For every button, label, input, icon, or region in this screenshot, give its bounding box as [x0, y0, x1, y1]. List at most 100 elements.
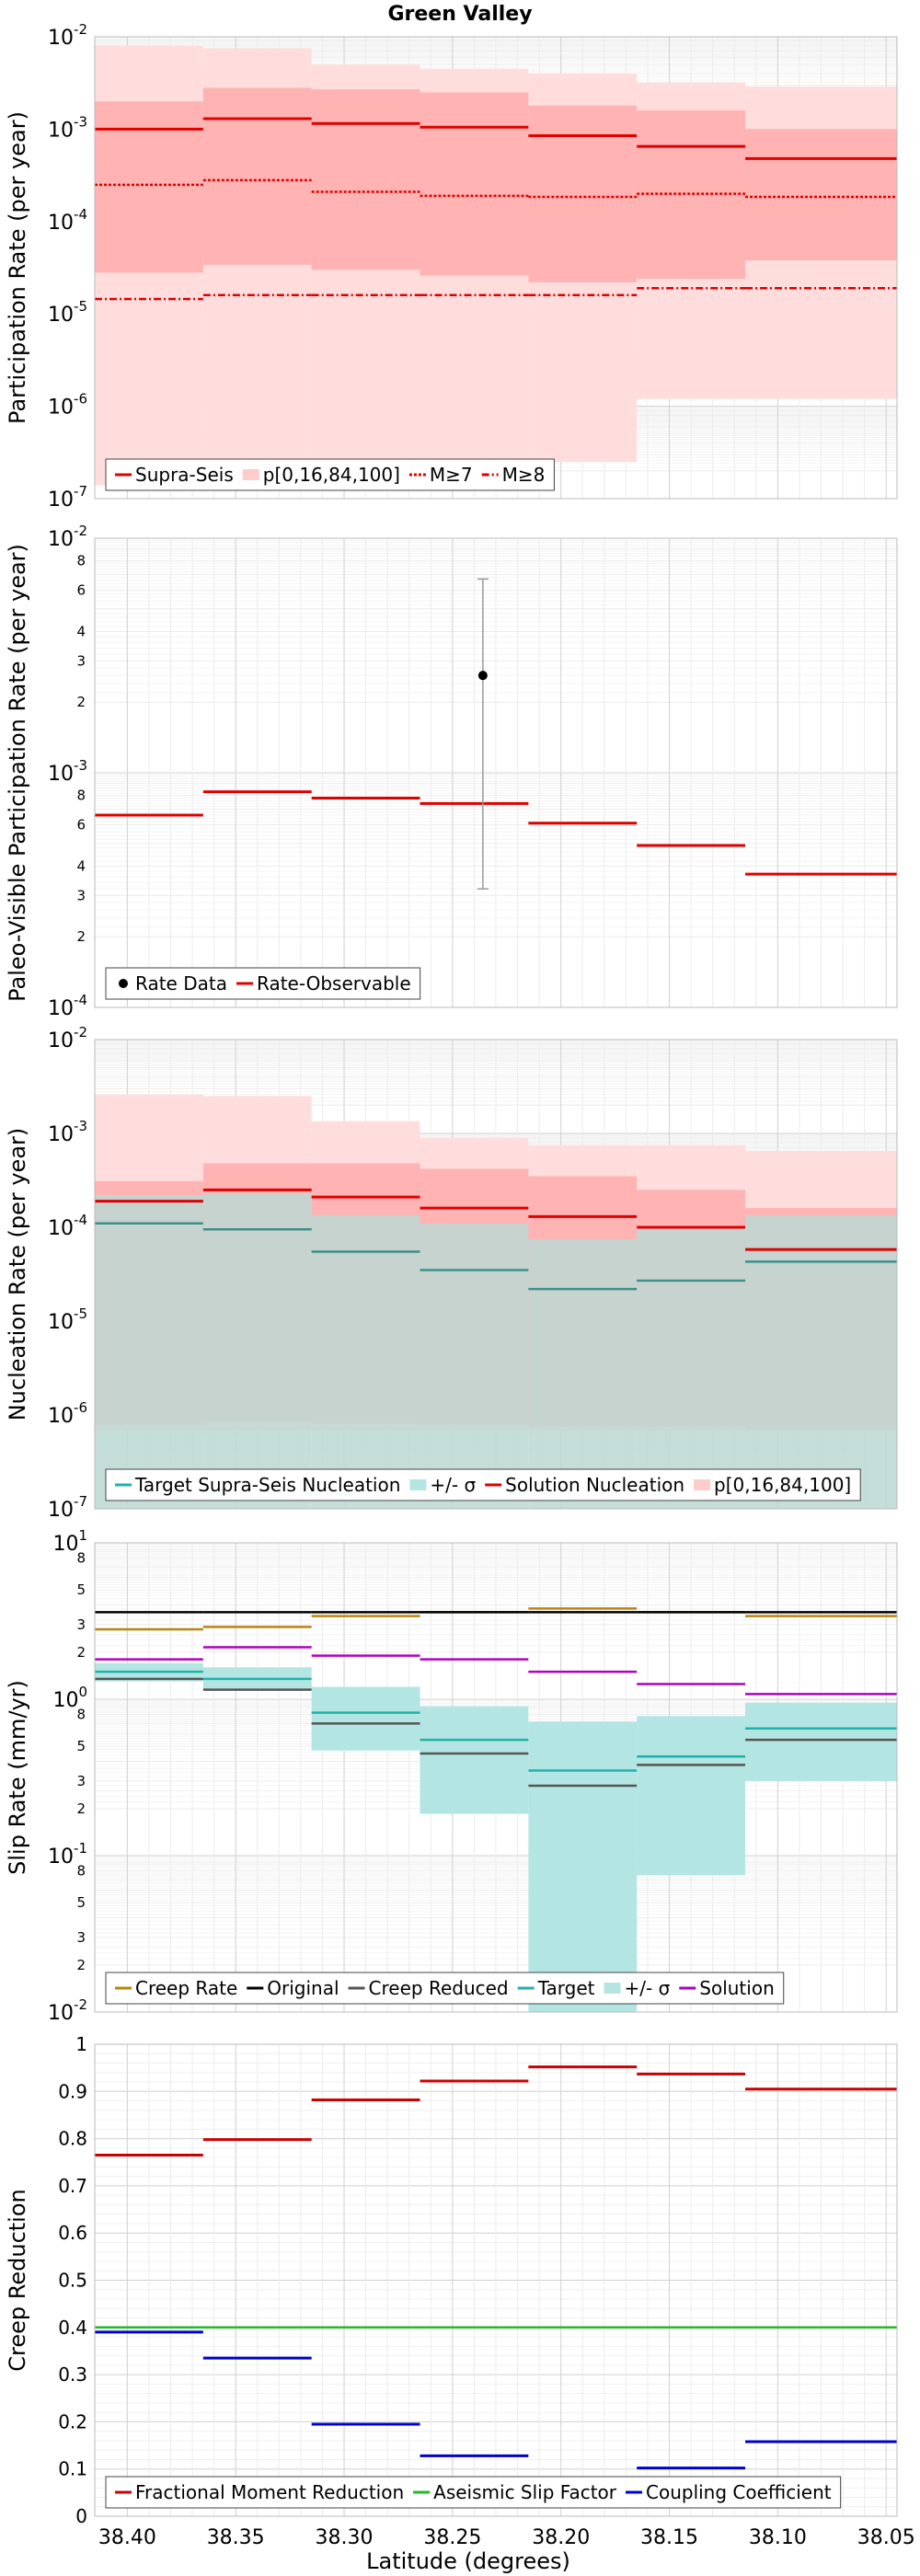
y-tick-label: 10-3: [48, 113, 87, 142]
legend-item: Rate-Observable: [236, 972, 411, 995]
legend-item: Creep Reduced: [348, 1977, 509, 1999]
legend-label: Creep Reduced: [369, 1977, 509, 1999]
series-m-7: [95, 178, 897, 199]
plot-frame: [94, 1039, 898, 1510]
series-rate-observable: [95, 790, 897, 876]
y-axis-label: Creep Reduction: [5, 2189, 30, 2371]
legend: Supra-Seis p[0,16,84,100] M≥7 M≥8: [105, 458, 555, 491]
legend-item: p[0,16,84,100]: [242, 464, 400, 486]
band-1-bin-1: [202, 87, 312, 265]
y-minor-tick-label: 5: [76, 1738, 86, 1754]
band-2-bin-5: [637, 1227, 746, 1509]
legend-swatch: [694, 1479, 711, 1490]
y-tick-label: 10-3: [48, 1118, 87, 1146]
band-1-bin-2: [311, 89, 420, 270]
y-minor-tick-label: 5: [76, 1894, 86, 1911]
y-tick-label: 10-5: [48, 298, 87, 327]
band-0-bin-6: [745, 1702, 897, 1781]
legend-label: Coupling Coefficient: [646, 2481, 832, 2503]
y-tick-label: 10-4: [48, 992, 87, 1020]
legend: Rate Data Rate-Observable: [105, 967, 421, 1000]
x-axis-ticks: 38.40 38.35 38.30 38.25 38.20 38.15 38.10 38.05: [98, 2526, 915, 2549]
y-minor-tick-label: 6: [76, 817, 86, 834]
y-minor-tick-label: 2: [76, 1644, 86, 1661]
band-1-bin-3: [420, 92, 529, 276]
y-tick-label: 0.2: [58, 2410, 87, 2432]
series-supra-seis: [95, 117, 897, 160]
y-minor-tick-label: 4: [76, 857, 86, 874]
legend-label: +/- σ: [430, 1474, 476, 1496]
legend-box: [105, 1972, 785, 2005]
legend: Creep Rate Original Creep Reduced Target +/-…: [105, 1972, 785, 2005]
panel-paleo: 10-4 10-3 10-2 2 3 4 6 8 2 3 4 6 8 Paleo-Visible Part…: [5, 523, 898, 1020]
band-0-bin-5: [637, 1716, 746, 1876]
y-tick-label: 10-1: [48, 1840, 87, 1869]
series-target: [95, 1670, 897, 1772]
legend-item: Supra-Seis: [115, 464, 234, 486]
legend-label: Rate-Observable: [257, 972, 411, 995]
band-2-bin-1: [202, 1193, 312, 1509]
legend-item: Target Supra-Seis Nucleation: [115, 1474, 400, 1496]
y-tick-label: 10-2: [48, 1996, 87, 2025]
panel-slip: 10-2 10-1 100 101 2 3 5 8 2 3 5 8 2 3 5 8 Slip Rate (mm/…: [5, 1527, 898, 2025]
legend-item: M≥8: [481, 464, 545, 486]
legend-label: Creep Rate: [135, 1977, 237, 1999]
y-minor-tick-label: 2: [76, 928, 86, 945]
y-tick-label: 0.6: [58, 2222, 87, 2244]
legend-label: p[0,16,84,100]: [714, 1474, 851, 1496]
legend-swatch: [119, 979, 128, 988]
series-creep-reduced: [95, 1677, 897, 1788]
legend-item: Creep Rate: [115, 1977, 237, 1999]
y-tick-label: 1: [75, 2033, 87, 2055]
y-minor-tick-label: 2: [76, 694, 86, 710]
plot-frame: [94, 2043, 898, 2517]
series-solution-nucleation: [95, 1188, 897, 1251]
legend-label: Solution: [699, 1977, 774, 1999]
y-minor-tick-label: 3: [76, 887, 86, 903]
y-tick-label: 0.9: [58, 2080, 87, 2102]
y-tick-label: 0.3: [58, 2363, 87, 2386]
y-tick-label: 10-4: [48, 1212, 87, 1240]
x-tick-label: 38.20: [532, 2526, 590, 2549]
y-minor-tick-label: 6: [76, 582, 86, 599]
legend-label: Original: [267, 1977, 339, 1999]
x-tick-label: 38.35: [207, 2526, 265, 2549]
legend-swatch: [604, 1983, 621, 1994]
y-tick-label: 0.5: [58, 2270, 87, 2292]
plot-frame: [94, 537, 898, 1008]
legend-item: +/- σ: [604, 1977, 671, 1999]
y-minor-tick-label: 3: [76, 1929, 86, 1946]
y-minor-tick-label: 3: [76, 1773, 86, 1789]
y-tick-label: 101: [52, 1527, 87, 1556]
y-tick-label: 10-2: [48, 21, 87, 50]
legend-label: Solution Nucleation: [505, 1474, 684, 1496]
y-axis-label: Participation Rate (per year): [5, 111, 30, 424]
y-tick-label: 100: [52, 1684, 87, 1712]
legend-swatch: [242, 469, 259, 480]
x-tick-label: 38.05: [857, 2526, 915, 2549]
band-1-bin-6: [745, 129, 897, 260]
legend-label: Fractional Moment Reduction: [135, 2481, 404, 2503]
y-minor-tick-label: 2: [76, 1957, 86, 1973]
legend-label: p[0,16,84,100]: [263, 464, 400, 486]
y-axis-label: Nucleation Rate (per year): [5, 1128, 30, 1421]
band-1-bin-4: [528, 105, 638, 282]
y-minor-tick-label: 8: [76, 1549, 86, 1566]
band-2-bin-3: [420, 1223, 529, 1509]
grid: [95, 538, 897, 1008]
y-minor-tick-label: 8: [76, 553, 86, 569]
band-2-bin-6: [745, 1214, 897, 1509]
x-axis-label: Latitude (degrees): [366, 2548, 570, 2574]
legend-item: p[0,16,84,100]: [694, 1474, 851, 1496]
band-1-bin-0: [95, 101, 203, 273]
legend-box: [105, 967, 421, 1000]
x-tick-label: 38.25: [423, 2526, 481, 2549]
plot-frame: [94, 36, 898, 500]
series-fractional-moment-reduction: [95, 2065, 897, 2157]
legend-item: Solution: [679, 1977, 775, 1999]
legend-box: [105, 458, 555, 491]
band-0-bin-3: [420, 1706, 529, 1814]
data-point-rate-data: [477, 578, 489, 890]
legend-label: Rate Data: [135, 972, 227, 995]
band-0-bin-4: [528, 1721, 638, 2012]
